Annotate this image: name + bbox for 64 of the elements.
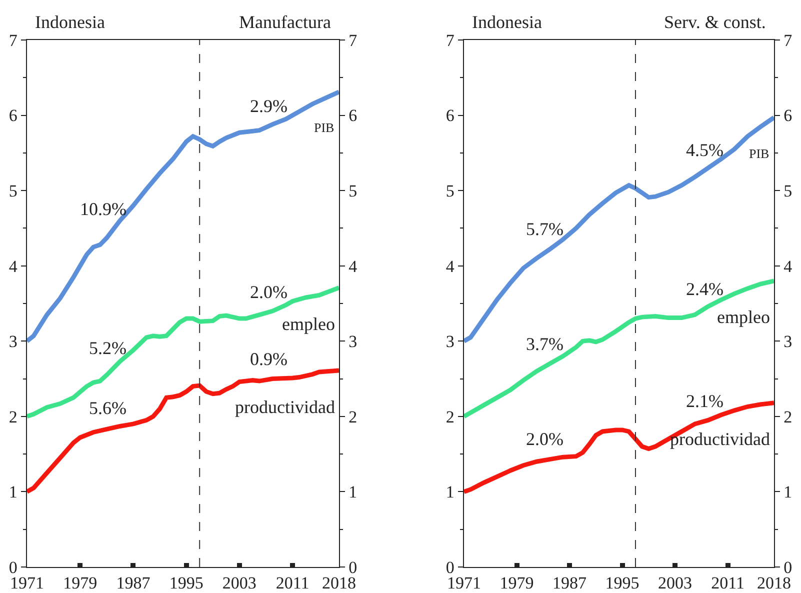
y2-tick-label: 1 — [348, 482, 358, 502]
y-tick-label: 2 — [446, 407, 454, 426]
annotation: 2.4% — [686, 279, 724, 299]
annotation: 2.1% — [686, 391, 724, 411]
y-tick-label: 1 — [8, 482, 18, 502]
line-series — [27, 90, 339, 344]
series-label: empleo — [282, 314, 335, 334]
line-series — [27, 368, 339, 494]
y-tick-label: 3 — [446, 332, 454, 352]
y2-tick-label: 3 — [348, 332, 358, 352]
y-tick-label: 4 — [446, 256, 455, 276]
series-label: productividad — [235, 397, 335, 417]
y2-tick-label: 6 — [348, 106, 358, 126]
annotation: 5.2% — [89, 338, 126, 358]
x-tick-label: 2011 — [276, 574, 310, 593]
x-tick-label: 1995 — [169, 574, 204, 593]
x-tick-label: 2003 — [222, 574, 256, 593]
series-label: PIB — [314, 120, 335, 135]
annotation: 2.9% — [250, 96, 288, 116]
y2-tick-label: 5 — [784, 182, 792, 201]
chart-title: Indonesia — [35, 12, 105, 32]
y-tick-label: 6 — [446, 106, 454, 126]
y-tick-label: 3 — [8, 332, 18, 352]
y2-tick-label: 7 — [348, 30, 358, 50]
annotation: 2.0% — [250, 282, 288, 302]
annotation: 2.0% — [526, 429, 564, 449]
x-tick-label: 1995 — [605, 574, 640, 593]
line-series — [464, 278, 774, 419]
chart-title: Indonesia — [472, 12, 542, 32]
annotation: 0.9% — [250, 349, 288, 369]
x-tick-label: 2011 — [711, 574, 745, 593]
x-tick-label: 1987 — [552, 574, 588, 593]
annotation: 3.7% — [526, 334, 564, 354]
series-label: productividad — [670, 429, 770, 449]
y-tick-label: 5 — [8, 182, 18, 201]
y2-tick-label: 7 — [784, 30, 793, 50]
x-tick-label: 1979 — [500, 574, 534, 593]
annotation: 5.6% — [89, 398, 126, 418]
y2-tick-label: 4 — [348, 256, 358, 276]
chart-subtitle: Manufactura — [239, 12, 331, 32]
line-series — [27, 285, 339, 419]
series-label: empleo — [717, 307, 770, 327]
y2-tick-label: 5 — [348, 182, 358, 201]
y2-tick-label: 2 — [784, 407, 792, 426]
y-tick-label: 7 — [8, 30, 18, 50]
x-tick-label: 1987 — [116, 574, 151, 593]
y-tick-label: 4 — [8, 256, 18, 276]
annotation: 4.5% — [686, 140, 724, 160]
y-tick-label: 5 — [446, 182, 454, 201]
series-label: PIB — [749, 146, 770, 161]
y2-tick-label: 1 — [784, 482, 792, 502]
y-tick-label: 7 — [446, 30, 455, 50]
annotation: 5.7% — [526, 219, 564, 239]
x-tick-label: 1979 — [63, 574, 98, 593]
y2-tick-label: 3 — [784, 332, 792, 352]
y-tick-label: 2 — [8, 407, 18, 426]
y2-tick-label: 6 — [784, 106, 792, 126]
y-tick-label: 1 — [446, 482, 454, 502]
chart-subtitle: Serv. & const. — [664, 12, 766, 32]
y2-tick-label: 2 — [348, 407, 358, 426]
annotation: 10.9% — [80, 199, 126, 219]
y-tick-label: 6 — [8, 106, 18, 126]
x-tick-label: 2003 — [658, 574, 692, 593]
y2-tick-label: 4 — [784, 256, 793, 276]
